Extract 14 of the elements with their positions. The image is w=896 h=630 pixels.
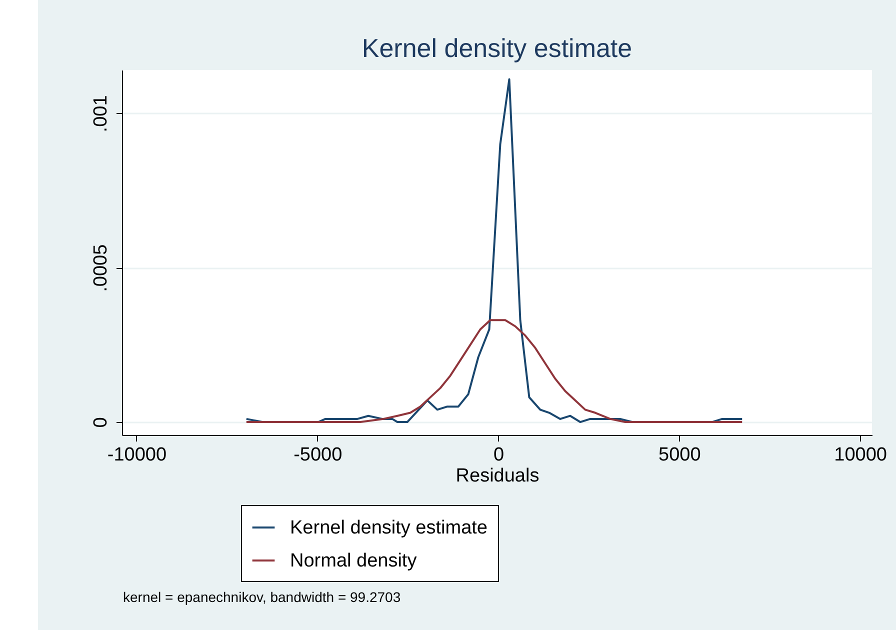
x-tick-label: -10000 [107, 444, 167, 466]
x-tick-label: 10000 [834, 444, 887, 466]
legend-label: Normal density [290, 550, 418, 572]
y-tick-label: .001 [90, 95, 112, 132]
chart-title: Kernel density estimate [362, 33, 632, 63]
text: kernel = epanechnikov, bandwidth = 99.2703 [123, 589, 401, 605]
y-tick-label: 0 [90, 417, 112, 428]
x-tick-label: -5000 [294, 444, 342, 466]
x-tick-label: 0 [493, 444, 504, 466]
y-tick-label: .0005 [90, 244, 112, 292]
x-tick-label: 5000 [658, 444, 701, 466]
line-series [245, 319, 744, 424]
legend-label: Kernel density estimate [290, 518, 488, 538]
x-axis-title: Residuals [456, 466, 540, 486]
